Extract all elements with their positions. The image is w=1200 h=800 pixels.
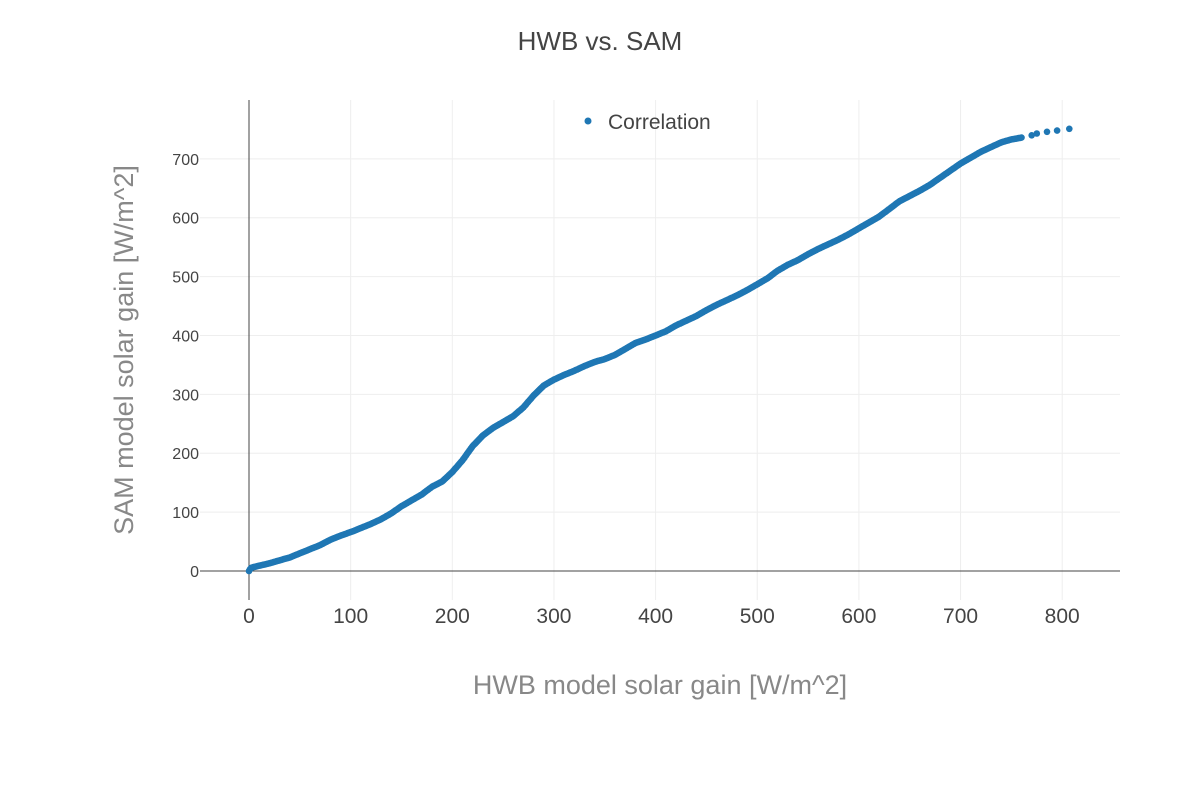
x-tick-label: 300 (536, 605, 571, 628)
grid-layer (200, 100, 1120, 600)
x-tick-label: 600 (841, 605, 876, 628)
legend-label-correlation: Correlation (608, 111, 711, 134)
x-axis-title: HWB model solar gain [W/m^2] (473, 670, 847, 700)
x-tick-label: 700 (943, 605, 978, 628)
x-tick-label: 800 (1045, 605, 1080, 628)
y-tick-label: 100 (172, 505, 199, 522)
legend: Correlation (584, 111, 711, 134)
data-point (1053, 127, 1061, 134)
data-point (1066, 125, 1073, 133)
y-tick-label: 0 (190, 564, 199, 581)
points-layer (245, 125, 1073, 575)
y-axis-title: SAM model solar gain [W/m^2] (109, 165, 139, 535)
x-tick-label: 200 (435, 605, 470, 628)
data-point (1043, 128, 1051, 136)
x-tick-label: 100 (333, 605, 368, 628)
axes-layer: 0 100 200 300 400 500 600 700 800 0 100 200 300 400 50… (172, 100, 1120, 628)
y-tick-label: 600 (172, 211, 199, 228)
y-tick-label: 700 (172, 152, 199, 169)
x-tick-label: 0 (243, 605, 255, 628)
x-tick-label: 500 (740, 605, 775, 628)
y-tick-label: 500 (172, 270, 199, 287)
y-tick-label: 300 (172, 387, 199, 404)
x-tick-label: 400 (638, 605, 673, 628)
y-tick-label: 200 (172, 446, 199, 463)
data-point (1018, 134, 1025, 141)
chart-title: HWB vs. SAM (518, 26, 683, 56)
data-point (1033, 130, 1041, 137)
legend-marker (584, 117, 592, 125)
data-point (1028, 132, 1035, 139)
y-tick-label: 400 (172, 328, 199, 345)
